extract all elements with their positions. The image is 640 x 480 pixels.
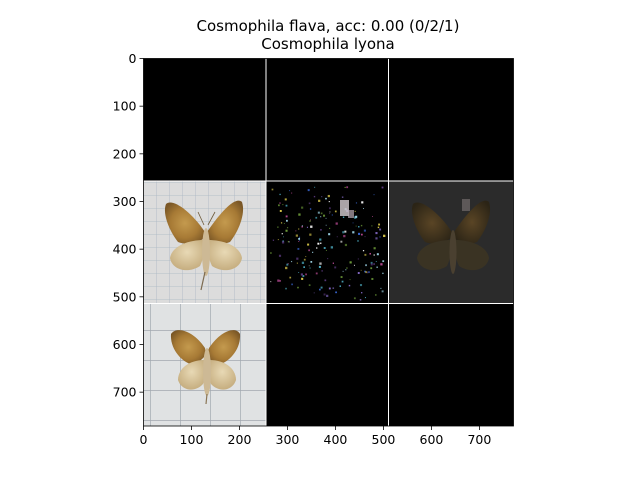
moth-forewing-right bbox=[207, 200, 244, 244]
moth-hindwing-right bbox=[207, 240, 242, 271]
y-tick-label: 200 bbox=[113, 146, 137, 161]
tile-r2-c0-moth-photo bbox=[143, 303, 266, 426]
y-tick-label: 500 bbox=[113, 289, 137, 304]
x-tick-label: 400 bbox=[324, 432, 348, 447]
figure-title-line-2: Cosmophila lyona bbox=[261, 35, 395, 53]
y-tick-label: 300 bbox=[113, 194, 137, 209]
x-tick-label: 300 bbox=[276, 432, 300, 447]
y-tick-label: 0 bbox=[129, 51, 137, 66]
y-axis: 0 100 200 300 400 500 600 700 bbox=[113, 51, 144, 400]
y-tick-label: 600 bbox=[113, 337, 137, 352]
x-tick-label: 700 bbox=[467, 432, 491, 447]
tile-r0-c1 bbox=[266, 58, 389, 181]
tile-r2-c2 bbox=[388, 303, 514, 426]
moth2-hindwing-right bbox=[208, 360, 236, 390]
tile-r0-c2 bbox=[388, 58, 514, 181]
x-tick-label: 500 bbox=[372, 432, 396, 447]
moth-hindwing-left bbox=[170, 240, 205, 271]
moth2-forewing-left bbox=[170, 330, 206, 364]
x-axis: 0 100 200 300 400 500 600 700 bbox=[140, 426, 491, 447]
moth2-hindwing-left bbox=[178, 360, 206, 390]
x-tick-label: 600 bbox=[420, 432, 444, 447]
moth-forewing-left bbox=[164, 202, 205, 244]
axes-frame bbox=[143, 58, 514, 427]
x-tick-label: 100 bbox=[180, 432, 204, 447]
tile-r0-c0 bbox=[143, 58, 266, 181]
tile-r2-c1 bbox=[266, 303, 389, 426]
tile-r1-c1-noise-map bbox=[266, 181, 389, 304]
y-tick-label: 700 bbox=[113, 385, 137, 400]
x-tick-label: 200 bbox=[228, 432, 252, 447]
tile-r1-c2-dark-overlay bbox=[388, 181, 514, 304]
tile-r1-c0-moth-photo bbox=[143, 181, 266, 304]
y-tick-label: 100 bbox=[113, 99, 137, 114]
image-grid bbox=[143, 58, 514, 427]
figure-title-line-1: Cosmophila flava, acc: 0.00 (0/2/1) bbox=[197, 17, 460, 35]
y-tick-label: 400 bbox=[113, 242, 137, 257]
moth2-forewing-right bbox=[207, 330, 241, 364]
x-tick-label: 0 bbox=[140, 432, 148, 447]
